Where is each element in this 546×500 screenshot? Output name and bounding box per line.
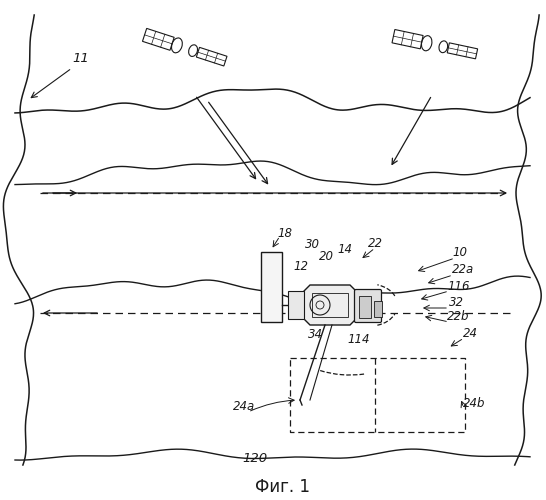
Bar [261, 252, 282, 322]
Bar [359, 296, 371, 318]
Text: 32: 32 [449, 296, 464, 309]
Text: 11: 11 [72, 52, 89, 65]
Text: 24: 24 [463, 327, 478, 340]
Text: 14: 14 [337, 243, 352, 256]
Text: 116: 116 [447, 280, 470, 293]
FancyBboxPatch shape [354, 290, 382, 322]
Bar [374, 301, 382, 317]
Text: 24b: 24b [463, 397, 485, 410]
Text: 22: 22 [368, 237, 383, 250]
Text: 22a: 22a [452, 263, 474, 276]
Text: 24a: 24a [233, 400, 255, 413]
Text: 10: 10 [452, 246, 467, 259]
Text: 22b: 22b [447, 310, 470, 323]
Text: 120: 120 [242, 452, 267, 465]
Polygon shape [304, 285, 356, 325]
Bar [312, 293, 348, 317]
Text: 34: 34 [308, 328, 323, 341]
Text: 12: 12 [293, 260, 308, 273]
Text: 30: 30 [305, 238, 320, 251]
Text: Фиг. 1: Фиг. 1 [255, 478, 310, 496]
Text: 114: 114 [347, 333, 370, 346]
Bar [288, 291, 304, 319]
Text: 18: 18 [277, 227, 292, 240]
Text: 20: 20 [319, 250, 334, 263]
